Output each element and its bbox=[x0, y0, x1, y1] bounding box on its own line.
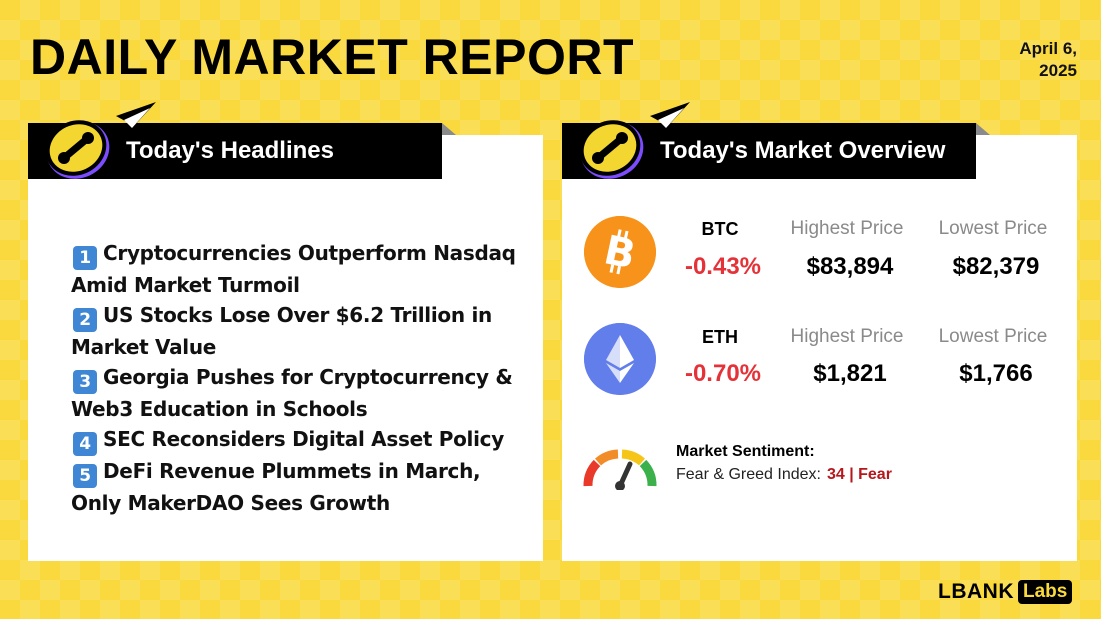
banner-fold bbox=[976, 123, 990, 135]
fear-greed-line: Fear & Greed Index: 34 | Fear bbox=[676, 466, 892, 484]
eth-lowest-label: Lowest Price bbox=[938, 326, 1048, 347]
headlines-panel bbox=[28, 135, 543, 561]
eth-symbol: ETH bbox=[702, 327, 738, 347]
keycap-1-icon: 1 bbox=[73, 246, 97, 270]
headlines-list: 1 Cryptocurrencies Outperform Nasdaq Amid… bbox=[71, 238, 531, 518]
banner-fold bbox=[442, 123, 456, 135]
report-title: DAILY MARKET REPORT bbox=[30, 29, 635, 85]
keycap-2-icon: 2 bbox=[73, 308, 97, 332]
btc-highest-value: $83,894 bbox=[806, 253, 894, 280]
date-line-1: April 6, bbox=[1019, 39, 1077, 58]
lbank-logo-icon bbox=[45, 102, 156, 179]
btc-lowest-label: Lowest Price bbox=[938, 218, 1048, 239]
brand-suffix: Labs bbox=[1018, 580, 1073, 604]
eth-lowest-value: $1,766 bbox=[959, 360, 1033, 387]
ethereum-icon bbox=[584, 323, 656, 395]
headline-item[interactable]: 3 Georgia Pushes for Cryptocurrency & Web… bbox=[71, 362, 531, 424]
btc-highest-label: Highest Price bbox=[790, 218, 904, 239]
sentiment-label: Market Sentiment: bbox=[676, 443, 815, 460]
headline-item[interactable]: 4 SEC Reconsiders Digital Asset Policy bbox=[71, 424, 531, 456]
eth-highest-value: $1,821 bbox=[813, 360, 887, 387]
btc-change: -0.43% bbox=[684, 253, 762, 280]
headlines-title: Today's Headlines bbox=[126, 137, 334, 164]
headline-item[interactable]: 1 Cryptocurrencies Outperform Nasdaq Amid… bbox=[71, 238, 531, 300]
headline-text: DeFi Revenue Plummets in March, Only Mak… bbox=[71, 459, 481, 515]
date-line-2: 2025 bbox=[1039, 61, 1077, 80]
keycap-3-icon: 3 bbox=[73, 370, 97, 394]
eth-change: -0.70% bbox=[684, 360, 762, 387]
brand-name: LBANK bbox=[938, 580, 1014, 603]
lbank-logo-icon bbox=[579, 102, 690, 179]
fear-greed-label: Fear & Greed Index: bbox=[676, 466, 821, 483]
gauge-icon bbox=[583, 449, 657, 490]
fear-greed-value: 34 | Fear bbox=[826, 466, 892, 483]
btc-lowest-value: $82,379 bbox=[952, 253, 1040, 280]
report-date: April 6, 2025 bbox=[957, 38, 1077, 82]
bitcoin-icon: B bbox=[584, 216, 656, 288]
keycap-5-icon: 5 bbox=[73, 464, 97, 488]
eth-highest-label: Highest Price bbox=[790, 326, 904, 347]
keycap-4-icon: 4 bbox=[73, 432, 97, 456]
market-title: Today's Market Overview bbox=[660, 137, 946, 164]
brand-logo: LBANK Labs bbox=[938, 579, 1073, 605]
headline-text: SEC Reconsiders Digital Asset Policy bbox=[103, 427, 504, 451]
headline-text: US Stocks Lose Over $6.2 Trillion in Mar… bbox=[71, 303, 492, 359]
btc-symbol: BTC bbox=[701, 219, 739, 239]
headline-item[interactable]: 2 US Stocks Lose Over $6.2 Trillion in Ma… bbox=[71, 300, 531, 362]
headline-text: Georgia Pushes for Cryptocurrency & Web3… bbox=[71, 365, 513, 421]
headline-text: Cryptocurrencies Outperform Nasdaq Amid … bbox=[71, 241, 516, 297]
headline-item[interactable]: 5 DeFi Revenue Plummets in March, Only Ma… bbox=[71, 456, 531, 518]
